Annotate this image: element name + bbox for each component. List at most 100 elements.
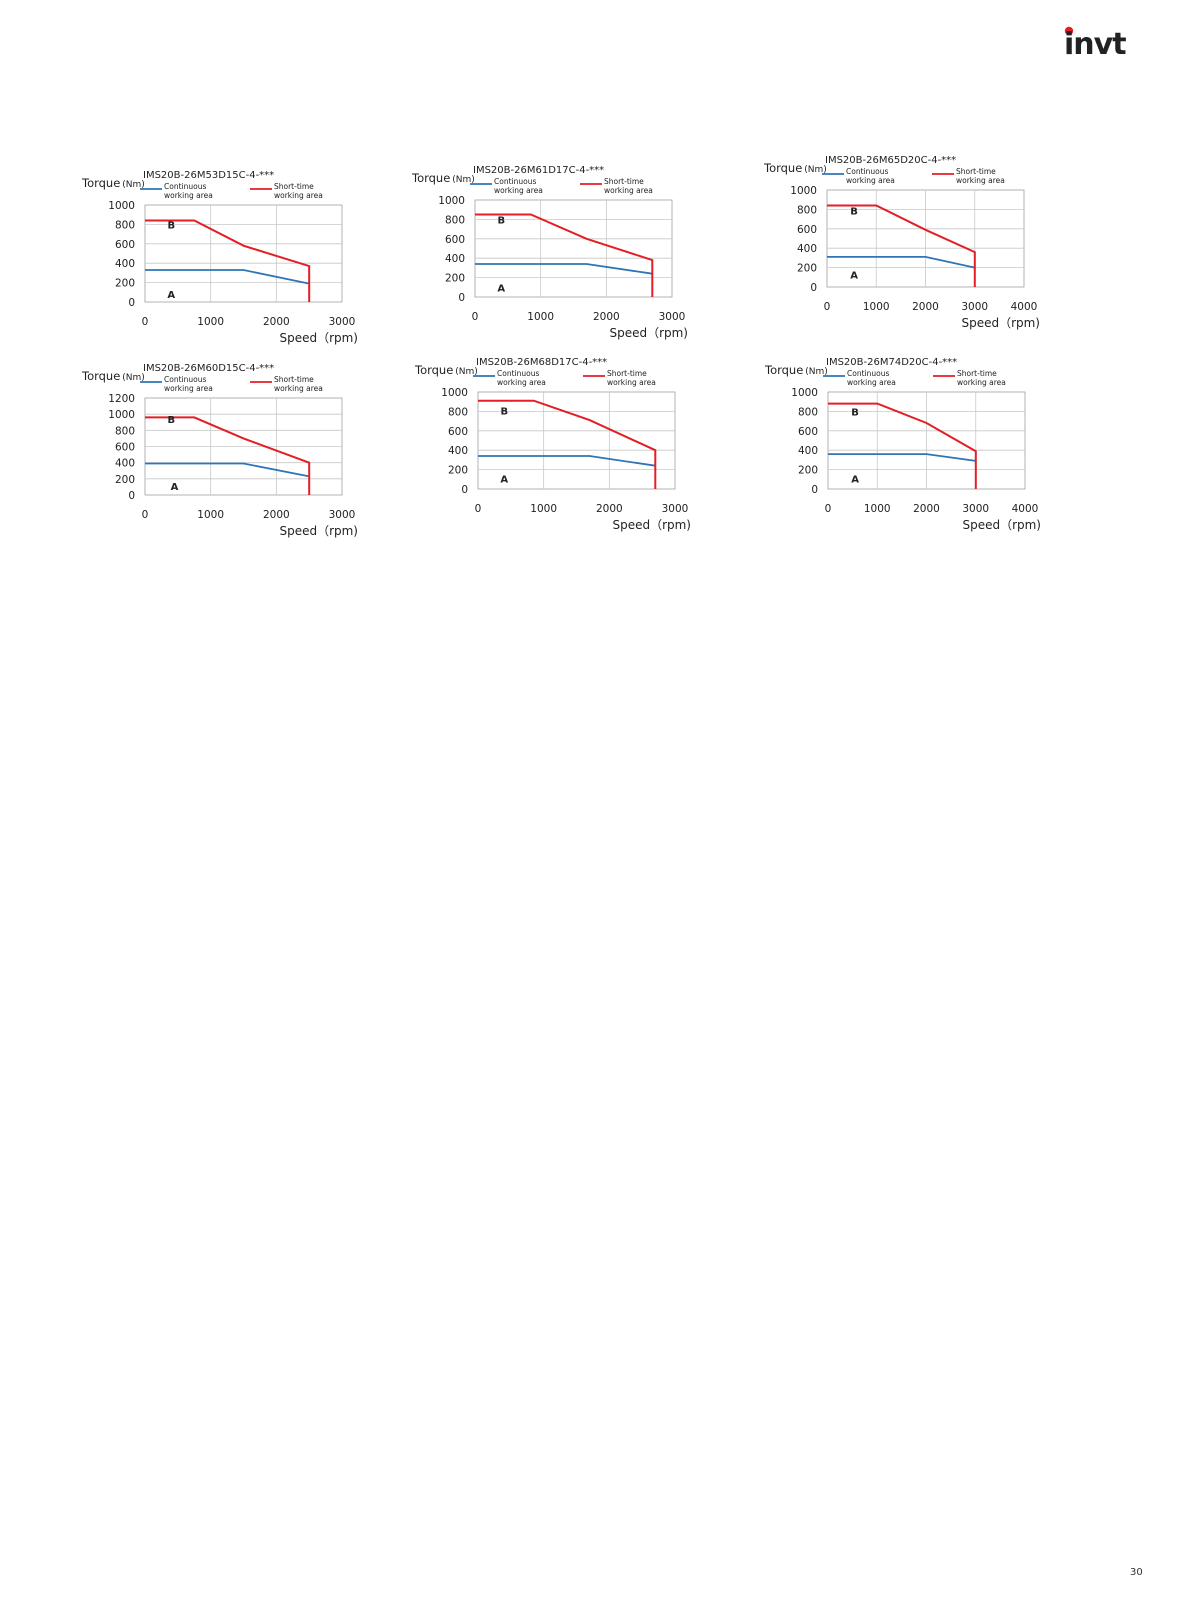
area-label-a: A: [497, 283, 505, 294]
y-tick-label: 1000: [790, 185, 817, 197]
short_time-series-line: [145, 219, 311, 302]
short_time-legend-label-line1: Short-time: [607, 369, 647, 378]
continuous-legend-label-line1: Continuous: [494, 177, 536, 186]
torque-chart-6: 0 200 400 600 800 1000 0 1000 2000 3000 4000 B A Torq…: [763, 350, 1063, 550]
y-axis-label: Torque (Nm): [81, 369, 145, 383]
area-label-a: A: [500, 474, 508, 485]
chart-svg: 0 200 400 600 800 1000 0 1000 2000 3000 B A Torque (N…: [411, 165, 688, 340]
y-axis-unit: (Nm): [455, 367, 478, 377]
continuous-legend-label-line2: working area: [497, 378, 546, 387]
short_time-legend-label-line2: working area: [956, 176, 1005, 185]
x-tick-label: 0: [475, 503, 482, 515]
x-tick-label: 0: [142, 509, 149, 521]
area-label-a: A: [167, 290, 175, 301]
y-tick-label: 0: [810, 282, 817, 294]
y-tick-label: 400: [798, 445, 818, 457]
x-tick-label: 0: [472, 311, 479, 323]
y-axis-unit: (Nm): [122, 180, 145, 190]
x-tick-label: 2000: [596, 503, 623, 515]
y-axis-unit: (Nm): [452, 175, 475, 185]
short_time-legend-label-line2: working area: [607, 378, 656, 387]
chart-title: IMS20B-26M53D15C-4-***: [143, 170, 274, 181]
x-tick-label: 0: [825, 503, 832, 515]
area-label-a: A: [171, 482, 179, 493]
x-axis-label: Speed（rpm): [961, 316, 1040, 330]
y-tick-label: 800: [115, 425, 135, 437]
continuous-legend-label-line2: working area: [846, 176, 895, 185]
logo-text: invt: [1064, 27, 1126, 62]
y-tick-label: 1200: [108, 393, 135, 405]
short_time-legend-label-line1: Short-time: [274, 375, 314, 384]
continuous-series-line: [145, 269, 310, 285]
y-tick-label: 800: [798, 406, 818, 418]
x-tick-label: 4000: [1011, 301, 1038, 313]
area-label-b: B: [850, 206, 858, 217]
y-tick-label: 400: [445, 253, 465, 265]
chart-title: IMS20B-26M61D17C-4-***: [473, 165, 604, 176]
short_time-legend-label-line2: working area: [274, 384, 323, 393]
x-tick-label: 1000: [197, 509, 224, 521]
torque-chart-4: 0 200 400 600 800 1000 1200 0 1000 2000 3000 B A Torq…: [80, 356, 380, 556]
x-tick-label: 0: [824, 301, 831, 313]
y-tick-label: 600: [798, 426, 818, 438]
y-tick-label: 200: [798, 465, 818, 477]
x-tick-label: 1000: [197, 316, 224, 328]
y-tick-label: 0: [458, 292, 465, 304]
short_time-series-line: [478, 399, 657, 489]
continuous-legend-label-line1: Continuous: [846, 167, 888, 176]
short_time-legend-label-line1: Short-time: [274, 182, 314, 191]
continuous-legend-label-line1: Continuous: [164, 375, 206, 384]
y-tick-label: 400: [115, 458, 135, 470]
page-number: 30: [1130, 1567, 1143, 1578]
continuous-series-line: [475, 263, 653, 275]
y-tick-label: 0: [461, 484, 468, 496]
short_time-legend-label-line2: working area: [274, 191, 323, 200]
x-tick-label: 3000: [659, 311, 686, 323]
x-tick-label: 1000: [527, 311, 554, 323]
y-tick-label: 800: [797, 204, 817, 216]
y-tick-label: 600: [115, 239, 135, 251]
y-tick-label: 200: [115, 278, 135, 290]
y-axis-unit: (Nm): [804, 165, 827, 175]
y-tick-label: 600: [445, 234, 465, 246]
chart-title: IMS20B-26M60D15C-4-***: [143, 363, 274, 374]
x-axis-label: Speed（rpm): [962, 518, 1041, 532]
x-tick-label: 1000: [530, 503, 557, 515]
short_time-legend-label-line1: Short-time: [956, 167, 996, 176]
x-tick-label: 3000: [329, 509, 356, 521]
y-axis-label: Torque (Nm): [411, 171, 475, 185]
torque-chart-2: 0 200 400 600 800 1000 0 1000 2000 3000 B A Torque (N…: [410, 158, 710, 358]
y-axis-unit: (Nm): [122, 373, 145, 383]
y-tick-label: 600: [115, 442, 135, 454]
x-axis-label: Speed（rpm): [612, 518, 691, 532]
x-tick-label: 4000: [1012, 503, 1039, 515]
x-tick-label: 2000: [913, 503, 940, 515]
short_time-legend-label-line2: working area: [957, 378, 1006, 387]
area-label-b: B: [497, 215, 505, 226]
y-tick-label: 200: [448, 465, 468, 477]
invt-logo: invt: [1064, 26, 1127, 62]
plot-area: [477, 391, 676, 490]
x-tick-label: 3000: [962, 503, 989, 515]
area-label-a: A: [851, 474, 859, 485]
y-axis-label: Torque (Nm): [764, 363, 828, 377]
chart-svg: 0 200 400 600 800 1000 0 1000 2000 3000 4000 B A Torq…: [764, 357, 1041, 532]
area-label-b: B: [500, 406, 508, 417]
x-tick-label: 2000: [593, 311, 620, 323]
y-tick-label: 0: [128, 297, 135, 309]
area-label-a: A: [850, 270, 858, 281]
y-tick-label: 1000: [791, 387, 818, 399]
short_time-series-line: [828, 402, 977, 489]
continuous-legend-label-line1: Continuous: [497, 369, 539, 378]
x-tick-label: 3000: [961, 301, 988, 313]
x-tick-label: 1000: [864, 503, 891, 515]
y-axis-label: Torque (Nm): [81, 176, 145, 190]
y-tick-label: 600: [448, 426, 468, 438]
x-axis-label: Speed（rpm): [279, 524, 358, 538]
y-tick-label: 1000: [441, 387, 468, 399]
continuous-series-line: [827, 256, 975, 269]
y-axis-label: Torque (Nm): [414, 363, 478, 377]
y-tick-label: 0: [128, 490, 135, 502]
chart-svg: 0 200 400 600 800 1000 0 1000 2000 3000 B A Torque (N…: [81, 170, 358, 345]
x-tick-label: 3000: [662, 503, 689, 515]
